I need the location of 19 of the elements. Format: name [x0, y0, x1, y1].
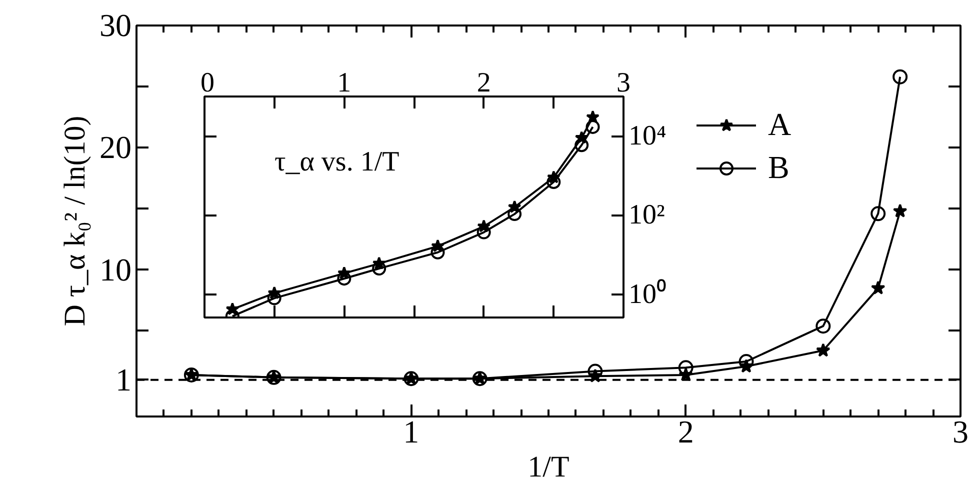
y-tick-label: 10⁰: [628, 278, 666, 310]
y-tick-label: 10: [100, 251, 132, 288]
y-tick-label: 30: [100, 7, 132, 43]
x-tick-label: 2: [678, 414, 694, 450]
x-tick-label: 3: [616, 68, 630, 98]
y-tick-label: 20: [100, 129, 132, 166]
x-tick-label: 1: [337, 68, 352, 98]
legend-label: B: [768, 149, 790, 186]
legend-label: A: [768, 106, 792, 143]
y-axis-title: D τ_α k₀² / ln(10): [58, 116, 92, 326]
x-axis-title: 1/T: [528, 450, 570, 484]
x-tick-label: 0: [200, 68, 214, 98]
y-tick-label: 10²: [628, 200, 665, 231]
x-tick-label: 1: [403, 414, 420, 450]
x-tick-label: 3: [952, 414, 968, 450]
y-tick-label: 1: [116, 361, 132, 398]
x-tick-label: 2: [476, 68, 491, 98]
annotation: τ_α vs. 1/T: [274, 146, 400, 178]
y-tick-label: 10⁴: [628, 120, 666, 152]
